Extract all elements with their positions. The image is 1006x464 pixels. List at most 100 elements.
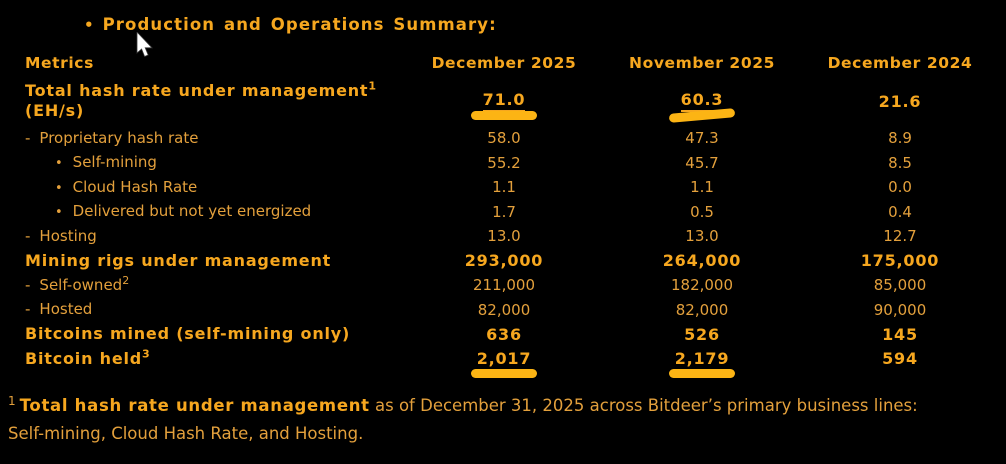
metric-value-cell: 71.0 [419,76,589,126]
metric-label: - Self-owned2 [25,273,419,298]
metric-value: 2,179 [674,349,730,369]
metric-value: 175,000 [860,251,940,271]
metric-value-cell: 2,179 [589,347,815,378]
metric-label: - Proprietary hash rate [25,126,419,151]
metric-value-cell: 1.1 [589,175,815,200]
metric-value: 0.5 [690,202,714,221]
metric-value-cell: 526 [589,322,815,347]
metric-label-text: Self-mining [72,153,157,172]
metric-label-text: Total hash rate under management [25,81,369,100]
metric-value-cell: 58.0 [419,126,589,151]
metric-value: 1.1 [690,178,714,197]
metric-label: • Delivered but not yet energized [25,200,419,225]
metric-label-text: Hosting [39,226,97,245]
metric-value-cell: 21.6 [815,76,985,126]
column-header: November 2025 [629,54,775,72]
metric-label: • Cloud Hash Rate [25,175,419,200]
footnote-reference: 1 [368,79,377,93]
metric-label-text: Delivered but not yet energized [72,202,312,221]
metric-value-cell: 82,000 [589,298,815,323]
metric-label-text: Self-owned [39,275,123,294]
metric-label-text: Cloud Hash Rate [72,177,198,196]
highlight-marker [471,111,537,120]
metric-value: 55.2 [487,153,521,172]
column-header: December 2025 [431,54,577,72]
metric-label-text: Bitcoin held [25,348,143,368]
metric-label: • Self-mining [25,151,419,176]
metric-label: Total hash rate under management1 (EH/s) [25,76,419,126]
metric-value-cell: 13.0 [589,224,815,249]
metric-label: Mining rigs under management [25,249,419,274]
metric-value-cell: 8.9 [815,126,985,151]
metric-value-cell: 13.0 [419,224,589,249]
metric-label: - Hosting [25,224,419,249]
footnote-line2: Self-mining, Cloud Hash Rate, and Hostin… [8,424,364,443]
footnote-bold-text: Total hash rate under management [19,396,370,415]
metric-value-cell: 1.1 [419,175,589,200]
mouse-cursor-icon [136,32,153,58]
bullet-icon: • [55,156,63,172]
dash-icon: - [25,300,31,319]
metric-value-cell: 90,000 [815,298,985,323]
metric-value-cell: 175,000 [815,249,985,274]
metric-value: 13.0 [685,227,719,246]
metric-value: 12.7 [883,227,917,246]
column-header: Metrics [25,54,94,72]
footnote-reference: 3 [142,347,151,361]
column-header: December 2024 [827,54,973,72]
metric-value-cell: 85,000 [815,273,985,298]
metric-value-cell: 82,000 [419,298,589,323]
metric-value-cell: 264,000 [589,249,815,274]
bullet-icon: • [55,180,63,196]
metric-value: 90,000 [873,300,927,319]
footnote-reference: 2 [122,273,130,287]
metric-value: 0.0 [888,178,912,197]
metric-value-cell: 211,000 [419,273,589,298]
footnote-rest-text: as of December 31, 2025 across Bitdeer’s… [369,396,918,415]
metric-label: Bitcoin held3 [25,347,419,372]
footnote-sup: 1 [8,393,16,408]
metric-value-cell: 45.7 [589,151,815,176]
metric-value: 85,000 [873,276,927,295]
highlight-marker [669,368,735,378]
dash-icon: - [25,226,31,245]
footnote: 1 Total hash rate under management as of … [8,392,1000,448]
metric-label-text: Hosted [39,300,93,319]
metric-value-cell: 636 [419,322,589,347]
metric-value: 45.7 [685,153,719,172]
metric-value-cell: 145 [815,322,985,347]
metric-value-cell: 0.0 [815,175,985,200]
metric-value: 594 [882,349,918,369]
production-operations-table: Metrics December 2025 November 2025 Decembe… [25,50,985,378]
metric-value: 8.9 [888,129,912,148]
metric-value: 82,000 [675,300,729,319]
metric-label: - Hosted [25,298,419,323]
metric-value: 13.0 [487,227,521,246]
metric-value-cell: 1.7 [419,200,589,225]
metric-value: 264,000 [662,251,742,271]
page-title-text: Production and Operations Summary: [102,15,497,34]
metric-label-text: Mining rigs under management [25,250,332,270]
metric-value-cell: 0.5 [589,200,815,225]
dash-icon: - [25,275,31,294]
bullet-icon: • [55,205,63,221]
metric-value: 526 [684,324,720,344]
metric-value-cell: 47.3 [589,126,815,151]
metric-label-text: Bitcoins mined (self-mining only) [25,324,351,344]
metric-value: 21.6 [878,91,922,111]
metric-label: Bitcoins mined (self-mining only) [25,322,419,347]
metric-value: 71.0 [482,90,526,112]
metric-value: 47.3 [685,129,719,148]
page-title: • Production and Operations Summary: [84,15,497,34]
metric-value: 82,000 [477,300,531,319]
metric-value: 211,000 [472,276,536,295]
metric-value-cell: 0.4 [815,200,985,225]
highlight-marker [668,108,736,123]
metric-value-cell: 182,000 [589,273,815,298]
metric-value-cell: 293,000 [419,249,589,274]
metric-value: 293,000 [464,251,544,271]
metric-value-cell: 2,017 [419,347,589,378]
metric-value: 182,000 [670,276,734,295]
dash-icon: - [25,128,31,147]
metric-value: 0.4 [888,202,912,221]
